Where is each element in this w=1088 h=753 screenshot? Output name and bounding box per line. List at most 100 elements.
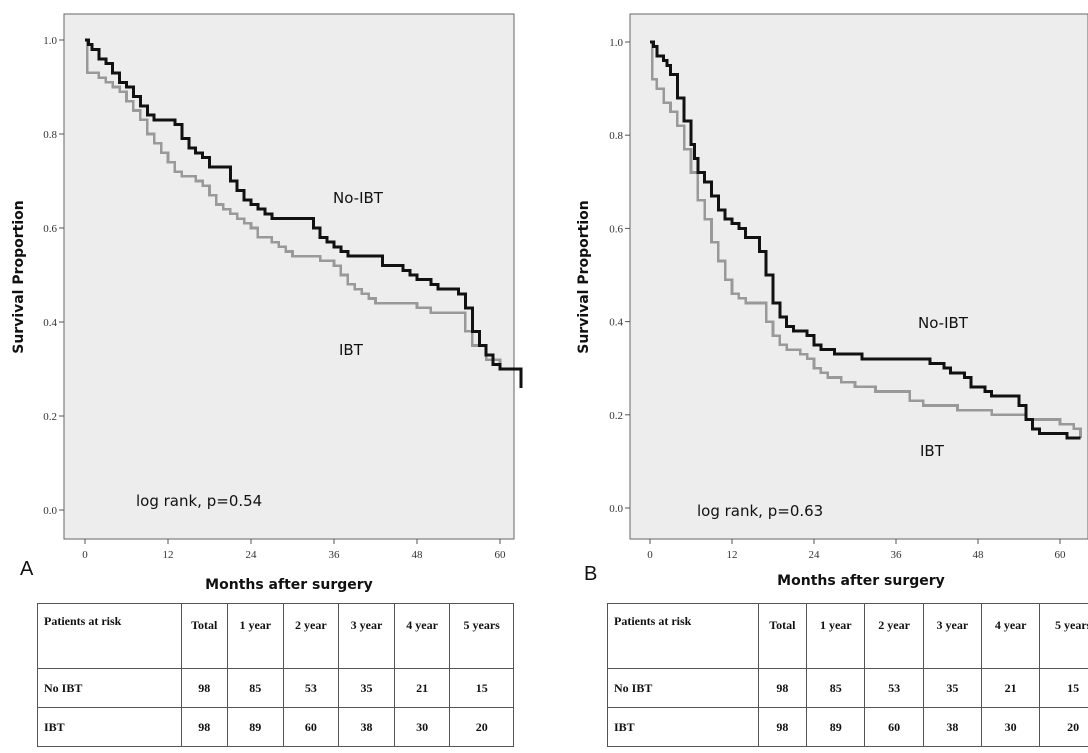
table-cell: 53 bbox=[282, 668, 340, 708]
table-header-cell: 3 year bbox=[338, 603, 395, 669]
label-no-ibt: No-IBT bbox=[333, 189, 384, 207]
table-cell: 21 bbox=[393, 668, 451, 708]
y-axis: 0.0 0.2 0.4 0.6 0.8 1.0 bbox=[43, 35, 64, 517]
x-axis-title: Months after surgery bbox=[205, 577, 373, 593]
ibt-curve bbox=[650, 40, 1082, 439]
panel-label: A bbox=[20, 558, 34, 580]
table-cell: 30 bbox=[393, 707, 451, 747]
survival-curves bbox=[85, 38, 523, 388]
x-axis: 0 12 24 36 48 60 bbox=[647, 539, 1066, 561]
no-ibt-curve bbox=[650, 40, 1081, 440]
survival-curves bbox=[650, 40, 1082, 440]
table-header-cell: 2 year bbox=[282, 603, 340, 669]
x-tick-label: 60 bbox=[1055, 549, 1067, 561]
plot-area bbox=[629, 13, 1088, 540]
x-tick-label: 12 bbox=[163, 549, 174, 561]
table-header-cell: Patients at risk bbox=[37, 603, 182, 669]
log-rank-annotation: log rank, p=0.63 bbox=[697, 502, 823, 520]
table-cell: 35 bbox=[338, 668, 395, 708]
y-tick-label: 0.6 bbox=[609, 223, 623, 235]
y-tick-label: 0.6 bbox=[43, 223, 57, 235]
y-axis-title: Survival Proportion bbox=[576, 200, 592, 354]
table-header-row: Patients at risk Total 1 year 2 year 3 y… bbox=[607, 603, 1088, 669]
table-header-cell: 4 year bbox=[981, 603, 1041, 669]
x-tick-label: 12 bbox=[727, 549, 738, 561]
table-row: No IBT 98 85 53 35 21 15 bbox=[607, 668, 1088, 708]
x-tick-label: 0 bbox=[647, 549, 653, 561]
table-row-label: No IBT bbox=[607, 668, 759, 708]
x-tick-label: 48 bbox=[973, 549, 985, 561]
table-cell: 89 bbox=[806, 707, 866, 747]
table-cell: 20 bbox=[1039, 707, 1088, 747]
x-tick-label: 36 bbox=[891, 549, 903, 561]
x-tick-label: 24 bbox=[809, 549, 821, 561]
table-header-cell: 5 years bbox=[1039, 603, 1088, 669]
no-ibt-curve bbox=[85, 38, 523, 388]
km-chart-a: 0.0 0.2 0.4 0.6 0.8 1.0 0 12 24 36 48 60 Survival … bbox=[11, 13, 523, 593]
plot-area bbox=[63, 13, 515, 540]
table-header-cell: 4 year bbox=[393, 603, 451, 669]
x-tick-label: 60 bbox=[495, 549, 507, 561]
y-tick-label: 0.0 bbox=[609, 503, 623, 515]
table-row-label: No IBT bbox=[37, 668, 182, 708]
table-header-row: Patients at risk Total 1 year 2 year 3 y… bbox=[37, 603, 514, 669]
table-cell: 98 bbox=[757, 707, 808, 747]
table-cell: 15 bbox=[1039, 668, 1088, 708]
table-cell: 38 bbox=[338, 707, 395, 747]
table-header-cell: 1 year bbox=[806, 603, 866, 669]
x-tick-label: 48 bbox=[412, 549, 424, 561]
table-cell: 35 bbox=[922, 668, 983, 708]
table-cell: 20 bbox=[449, 707, 514, 747]
table-cell: 85 bbox=[806, 668, 866, 708]
table-header-cell: 1 year bbox=[226, 603, 284, 669]
table-row-label: IBT bbox=[607, 707, 759, 747]
table-cell: 53 bbox=[864, 668, 924, 708]
label-ibt: IBT bbox=[920, 442, 945, 460]
panel-label: B bbox=[584, 563, 597, 585]
table-cell: 38 bbox=[922, 707, 983, 747]
label-ibt: IBT bbox=[339, 341, 364, 359]
x-tick-label: 36 bbox=[329, 549, 341, 561]
x-axis: 0 12 24 36 48 60 bbox=[82, 539, 506, 561]
table-row: No IBT 98 85 53 35 21 15 bbox=[37, 668, 514, 708]
y-axis-title: Survival Proportion bbox=[11, 200, 27, 354]
y-tick-label: 0.4 bbox=[43, 317, 57, 329]
table-row-label: IBT bbox=[37, 707, 182, 747]
y-tick-label: 0.2 bbox=[609, 410, 623, 422]
km-chart-b: 0.0 0.2 0.4 0.6 0.8 1.0 0 12 24 36 48 60 Survival … bbox=[576, 13, 1088, 589]
log-rank-annotation: log rank, p=0.54 bbox=[136, 492, 262, 510]
table-row: IBT 98 89 60 38 30 20 bbox=[607, 707, 1088, 747]
panel-a: 0.0 0.2 0.4 0.6 0.8 1.0 0 12 24 36 48 60 Survival … bbox=[11, 13, 523, 747]
y-tick-label: 0.0 bbox=[43, 505, 57, 517]
table-header-cell: 2 year bbox=[864, 603, 924, 669]
panel-b: 0.0 0.2 0.4 0.6 0.8 1.0 0 12 24 36 48 60 Survival … bbox=[544, 0, 1088, 753]
y-axis: 0.0 0.2 0.4 0.6 0.8 1.0 bbox=[609, 37, 630, 515]
table-row: IBT 98 89 60 38 30 20 bbox=[37, 707, 514, 747]
table-header-cell: 5 years bbox=[449, 603, 514, 669]
table-cell: 98 bbox=[180, 668, 228, 708]
table-header-cell: Total bbox=[180, 603, 228, 669]
y-tick-label: 0.8 bbox=[43, 129, 57, 141]
table-cell: 60 bbox=[864, 707, 924, 747]
ibt-curve bbox=[85, 38, 523, 388]
table-cell: 21 bbox=[981, 668, 1041, 708]
y-tick-label: 0.2 bbox=[43, 411, 57, 423]
table-cell: 98 bbox=[180, 707, 228, 747]
table-header-cell: Total bbox=[757, 603, 808, 669]
table-cell: 30 bbox=[981, 707, 1041, 747]
table-cell: 85 bbox=[226, 668, 284, 708]
table-cell: 15 bbox=[449, 668, 514, 708]
label-no-ibt: No-IBT bbox=[918, 314, 969, 332]
table-cell: 60 bbox=[282, 707, 340, 747]
y-tick-label: 1.0 bbox=[609, 37, 623, 49]
patients-at-risk-table: Patients at risk Total 1 year 2 year 3 y… bbox=[607, 603, 1088, 747]
table-cell: 89 bbox=[226, 707, 284, 747]
x-tick-label: 24 bbox=[246, 549, 258, 561]
table-cell: 98 bbox=[757, 668, 808, 708]
y-tick-label: 1.0 bbox=[43, 35, 57, 47]
patients-at-risk-table: Patients at risk Total 1 year 2 year 3 y… bbox=[37, 603, 514, 747]
y-tick-label: 0.8 bbox=[609, 130, 623, 142]
y-tick-label: 0.4 bbox=[609, 317, 623, 329]
table-header-cell: 3 year bbox=[922, 603, 983, 669]
x-tick-label: 0 bbox=[82, 549, 88, 561]
